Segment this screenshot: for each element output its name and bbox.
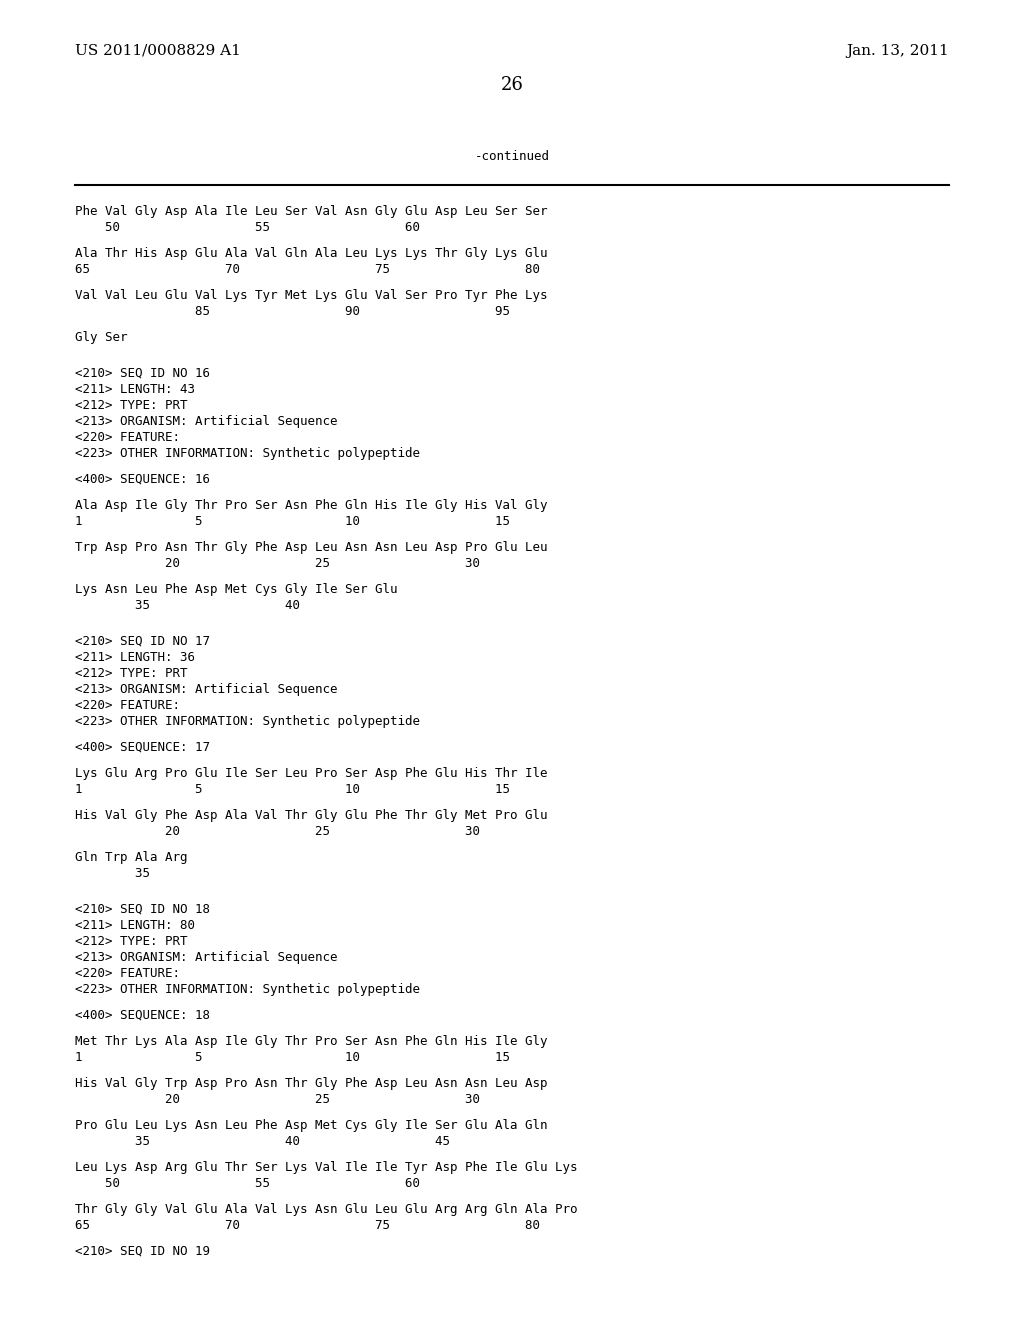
Text: 35                  40                  45: 35 40 45 (75, 1135, 450, 1148)
Text: 20                  25                  30: 20 25 30 (75, 1093, 480, 1106)
Text: <210> SEQ ID NO 18: <210> SEQ ID NO 18 (75, 903, 210, 916)
Text: Leu Lys Asp Arg Glu Thr Ser Lys Val Ile Ile Tyr Asp Phe Ile Glu Lys: Leu Lys Asp Arg Glu Thr Ser Lys Val Ile … (75, 1162, 578, 1173)
Text: Gly Ser: Gly Ser (75, 331, 128, 345)
Text: <400> SEQUENCE: 18: <400> SEQUENCE: 18 (75, 1008, 210, 1022)
Text: <210> SEQ ID NO 16: <210> SEQ ID NO 16 (75, 367, 210, 380)
Text: 85                  90                  95: 85 90 95 (75, 305, 510, 318)
Text: 20                  25                  30: 20 25 30 (75, 557, 480, 570)
Text: <220> FEATURE:: <220> FEATURE: (75, 968, 180, 979)
Text: 35                  40: 35 40 (75, 599, 300, 612)
Text: <213> ORGANISM: Artificial Sequence: <213> ORGANISM: Artificial Sequence (75, 950, 338, 964)
Text: Phe Val Gly Asp Ala Ile Leu Ser Val Asn Gly Glu Asp Leu Ser Ser: Phe Val Gly Asp Ala Ile Leu Ser Val Asn … (75, 205, 548, 218)
Text: <211> LENGTH: 80: <211> LENGTH: 80 (75, 919, 195, 932)
Text: <223> OTHER INFORMATION: Synthetic polypeptide: <223> OTHER INFORMATION: Synthetic polyp… (75, 983, 420, 997)
Text: 26: 26 (501, 77, 523, 94)
Text: 50                  55                  60: 50 55 60 (75, 220, 420, 234)
Text: <400> SEQUENCE: 16: <400> SEQUENCE: 16 (75, 473, 210, 486)
Text: Ala Asp Ile Gly Thr Pro Ser Asn Phe Gln His Ile Gly His Val Gly: Ala Asp Ile Gly Thr Pro Ser Asn Phe Gln … (75, 499, 548, 512)
Text: <213> ORGANISM: Artificial Sequence: <213> ORGANISM: Artificial Sequence (75, 414, 338, 428)
Text: US 2011/0008829 A1: US 2011/0008829 A1 (75, 44, 241, 58)
Text: <210> SEQ ID NO 19: <210> SEQ ID NO 19 (75, 1245, 210, 1258)
Text: Trp Asp Pro Asn Thr Gly Phe Asp Leu Asn Asn Leu Asp Pro Glu Leu: Trp Asp Pro Asn Thr Gly Phe Asp Leu Asn … (75, 541, 548, 554)
Text: <212> TYPE: PRT: <212> TYPE: PRT (75, 935, 187, 948)
Text: <210> SEQ ID NO 17: <210> SEQ ID NO 17 (75, 635, 210, 648)
Text: 1               5                   10                  15: 1 5 10 15 (75, 1051, 510, 1064)
Text: <220> FEATURE:: <220> FEATURE: (75, 700, 180, 711)
Text: 1               5                   10                  15: 1 5 10 15 (75, 783, 510, 796)
Text: Gln Trp Ala Arg: Gln Trp Ala Arg (75, 851, 187, 865)
Text: <223> OTHER INFORMATION: Synthetic polypeptide: <223> OTHER INFORMATION: Synthetic polyp… (75, 715, 420, 729)
Text: Pro Glu Leu Lys Asn Leu Phe Asp Met Cys Gly Ile Ser Glu Ala Gln: Pro Glu Leu Lys Asn Leu Phe Asp Met Cys … (75, 1119, 548, 1133)
Text: <400> SEQUENCE: 17: <400> SEQUENCE: 17 (75, 741, 210, 754)
Text: His Val Gly Trp Asp Pro Asn Thr Gly Phe Asp Leu Asn Asn Leu Asp: His Val Gly Trp Asp Pro Asn Thr Gly Phe … (75, 1077, 548, 1090)
Text: <212> TYPE: PRT: <212> TYPE: PRT (75, 667, 187, 680)
Text: <223> OTHER INFORMATION: Synthetic polypeptide: <223> OTHER INFORMATION: Synthetic polyp… (75, 447, 420, 459)
Text: Lys Glu Arg Pro Glu Ile Ser Leu Pro Ser Asp Phe Glu His Thr Ile: Lys Glu Arg Pro Glu Ile Ser Leu Pro Ser … (75, 767, 548, 780)
Text: <211> LENGTH: 36: <211> LENGTH: 36 (75, 651, 195, 664)
Text: Ala Thr His Asp Glu Ala Val Gln Ala Leu Lys Lys Thr Gly Lys Glu: Ala Thr His Asp Glu Ala Val Gln Ala Leu … (75, 247, 548, 260)
Text: <212> TYPE: PRT: <212> TYPE: PRT (75, 399, 187, 412)
Text: <220> FEATURE:: <220> FEATURE: (75, 432, 180, 444)
Text: 20                  25                  30: 20 25 30 (75, 825, 480, 838)
Text: Lys Asn Leu Phe Asp Met Cys Gly Ile Ser Glu: Lys Asn Leu Phe Asp Met Cys Gly Ile Ser … (75, 583, 397, 597)
Text: 65                  70                  75                  80: 65 70 75 80 (75, 1218, 540, 1232)
Text: Val Val Leu Glu Val Lys Tyr Met Lys Glu Val Ser Pro Tyr Phe Lys: Val Val Leu Glu Val Lys Tyr Met Lys Glu … (75, 289, 548, 302)
Text: <211> LENGTH: 43: <211> LENGTH: 43 (75, 383, 195, 396)
Text: 1               5                   10                  15: 1 5 10 15 (75, 515, 510, 528)
Text: 65                  70                  75                  80: 65 70 75 80 (75, 263, 540, 276)
Text: 35: 35 (75, 867, 150, 880)
Text: Thr Gly Gly Val Glu Ala Val Lys Asn Glu Leu Glu Arg Arg Gln Ala Pro: Thr Gly Gly Val Glu Ala Val Lys Asn Glu … (75, 1203, 578, 1216)
Text: Met Thr Lys Ala Asp Ile Gly Thr Pro Ser Asn Phe Gln His Ile Gly: Met Thr Lys Ala Asp Ile Gly Thr Pro Ser … (75, 1035, 548, 1048)
Text: <213> ORGANISM: Artificial Sequence: <213> ORGANISM: Artificial Sequence (75, 682, 338, 696)
Text: -continued: -continued (474, 150, 550, 162)
Text: Jan. 13, 2011: Jan. 13, 2011 (846, 44, 949, 58)
Text: 50                  55                  60: 50 55 60 (75, 1177, 420, 1191)
Text: His Val Gly Phe Asp Ala Val Thr Gly Glu Phe Thr Gly Met Pro Glu: His Val Gly Phe Asp Ala Val Thr Gly Glu … (75, 809, 548, 822)
